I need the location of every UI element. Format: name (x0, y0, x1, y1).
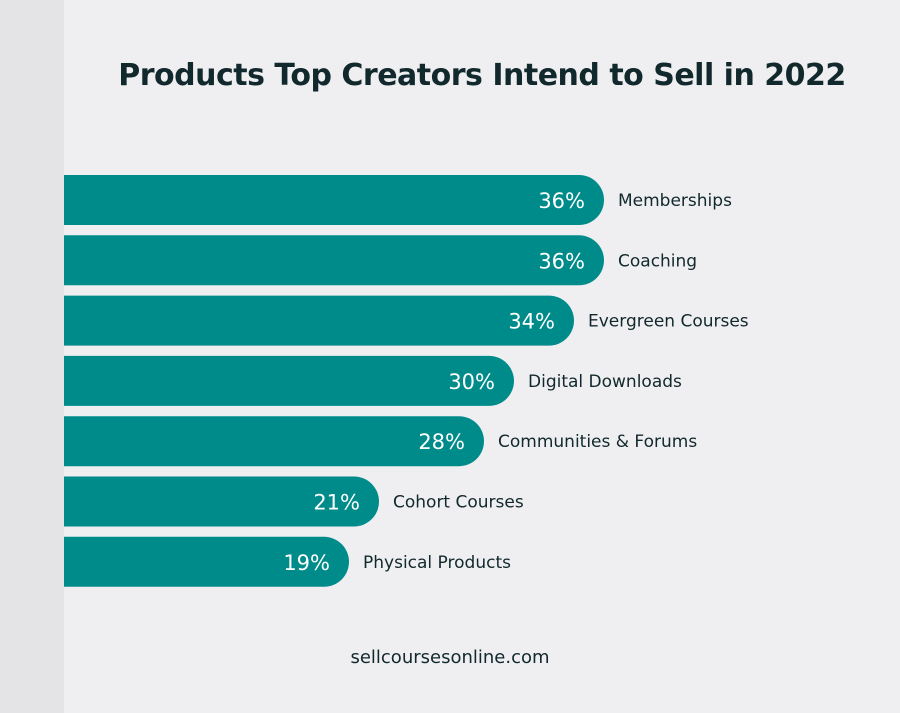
bar-value-label: 19% (283, 551, 330, 575)
bar (64, 416, 484, 467)
bar (64, 295, 574, 346)
category-label: Communities & Forums (498, 432, 697, 452)
bar-value-label: 36% (538, 189, 585, 213)
bar-group: 28% Communities & Forums (64, 416, 697, 467)
bar-group: 21% Cohort Courses (64, 476, 524, 527)
bar-value-label: 36% (538, 249, 585, 273)
bar (64, 536, 349, 587)
bar-value-label: 21% (313, 491, 360, 515)
bar-value-label: 28% (418, 430, 465, 454)
bar-group: 36% Memberships (64, 175, 732, 225)
bar-value-label: 30% (448, 370, 495, 394)
bar-group: 34% Evergreen Courses (64, 295, 749, 346)
category-label: Cohort Courses (393, 493, 524, 513)
bar-value-label: 34% (508, 310, 555, 334)
category-label: Memberships (618, 191, 732, 211)
category-label: Coaching (618, 251, 697, 271)
bar-group: 36% Coaching (64, 235, 697, 286)
bar (64, 235, 604, 286)
category-label: Digital Downloads (528, 372, 682, 392)
bar-group: 19% Physical Products (64, 536, 511, 587)
category-label: Evergreen Courses (588, 312, 749, 332)
bar (64, 355, 514, 406)
chart-title: Products Top Creators Intend to Sell in … (118, 58, 846, 93)
bar-group: 30% Digital Downloads (64, 355, 682, 406)
category-label: Physical Products (363, 553, 511, 573)
bar (64, 175, 604, 225)
footer-url: sellcoursesonline.com (350, 647, 550, 668)
left-margin-strip (0, 0, 64, 713)
bar (64, 476, 379, 527)
